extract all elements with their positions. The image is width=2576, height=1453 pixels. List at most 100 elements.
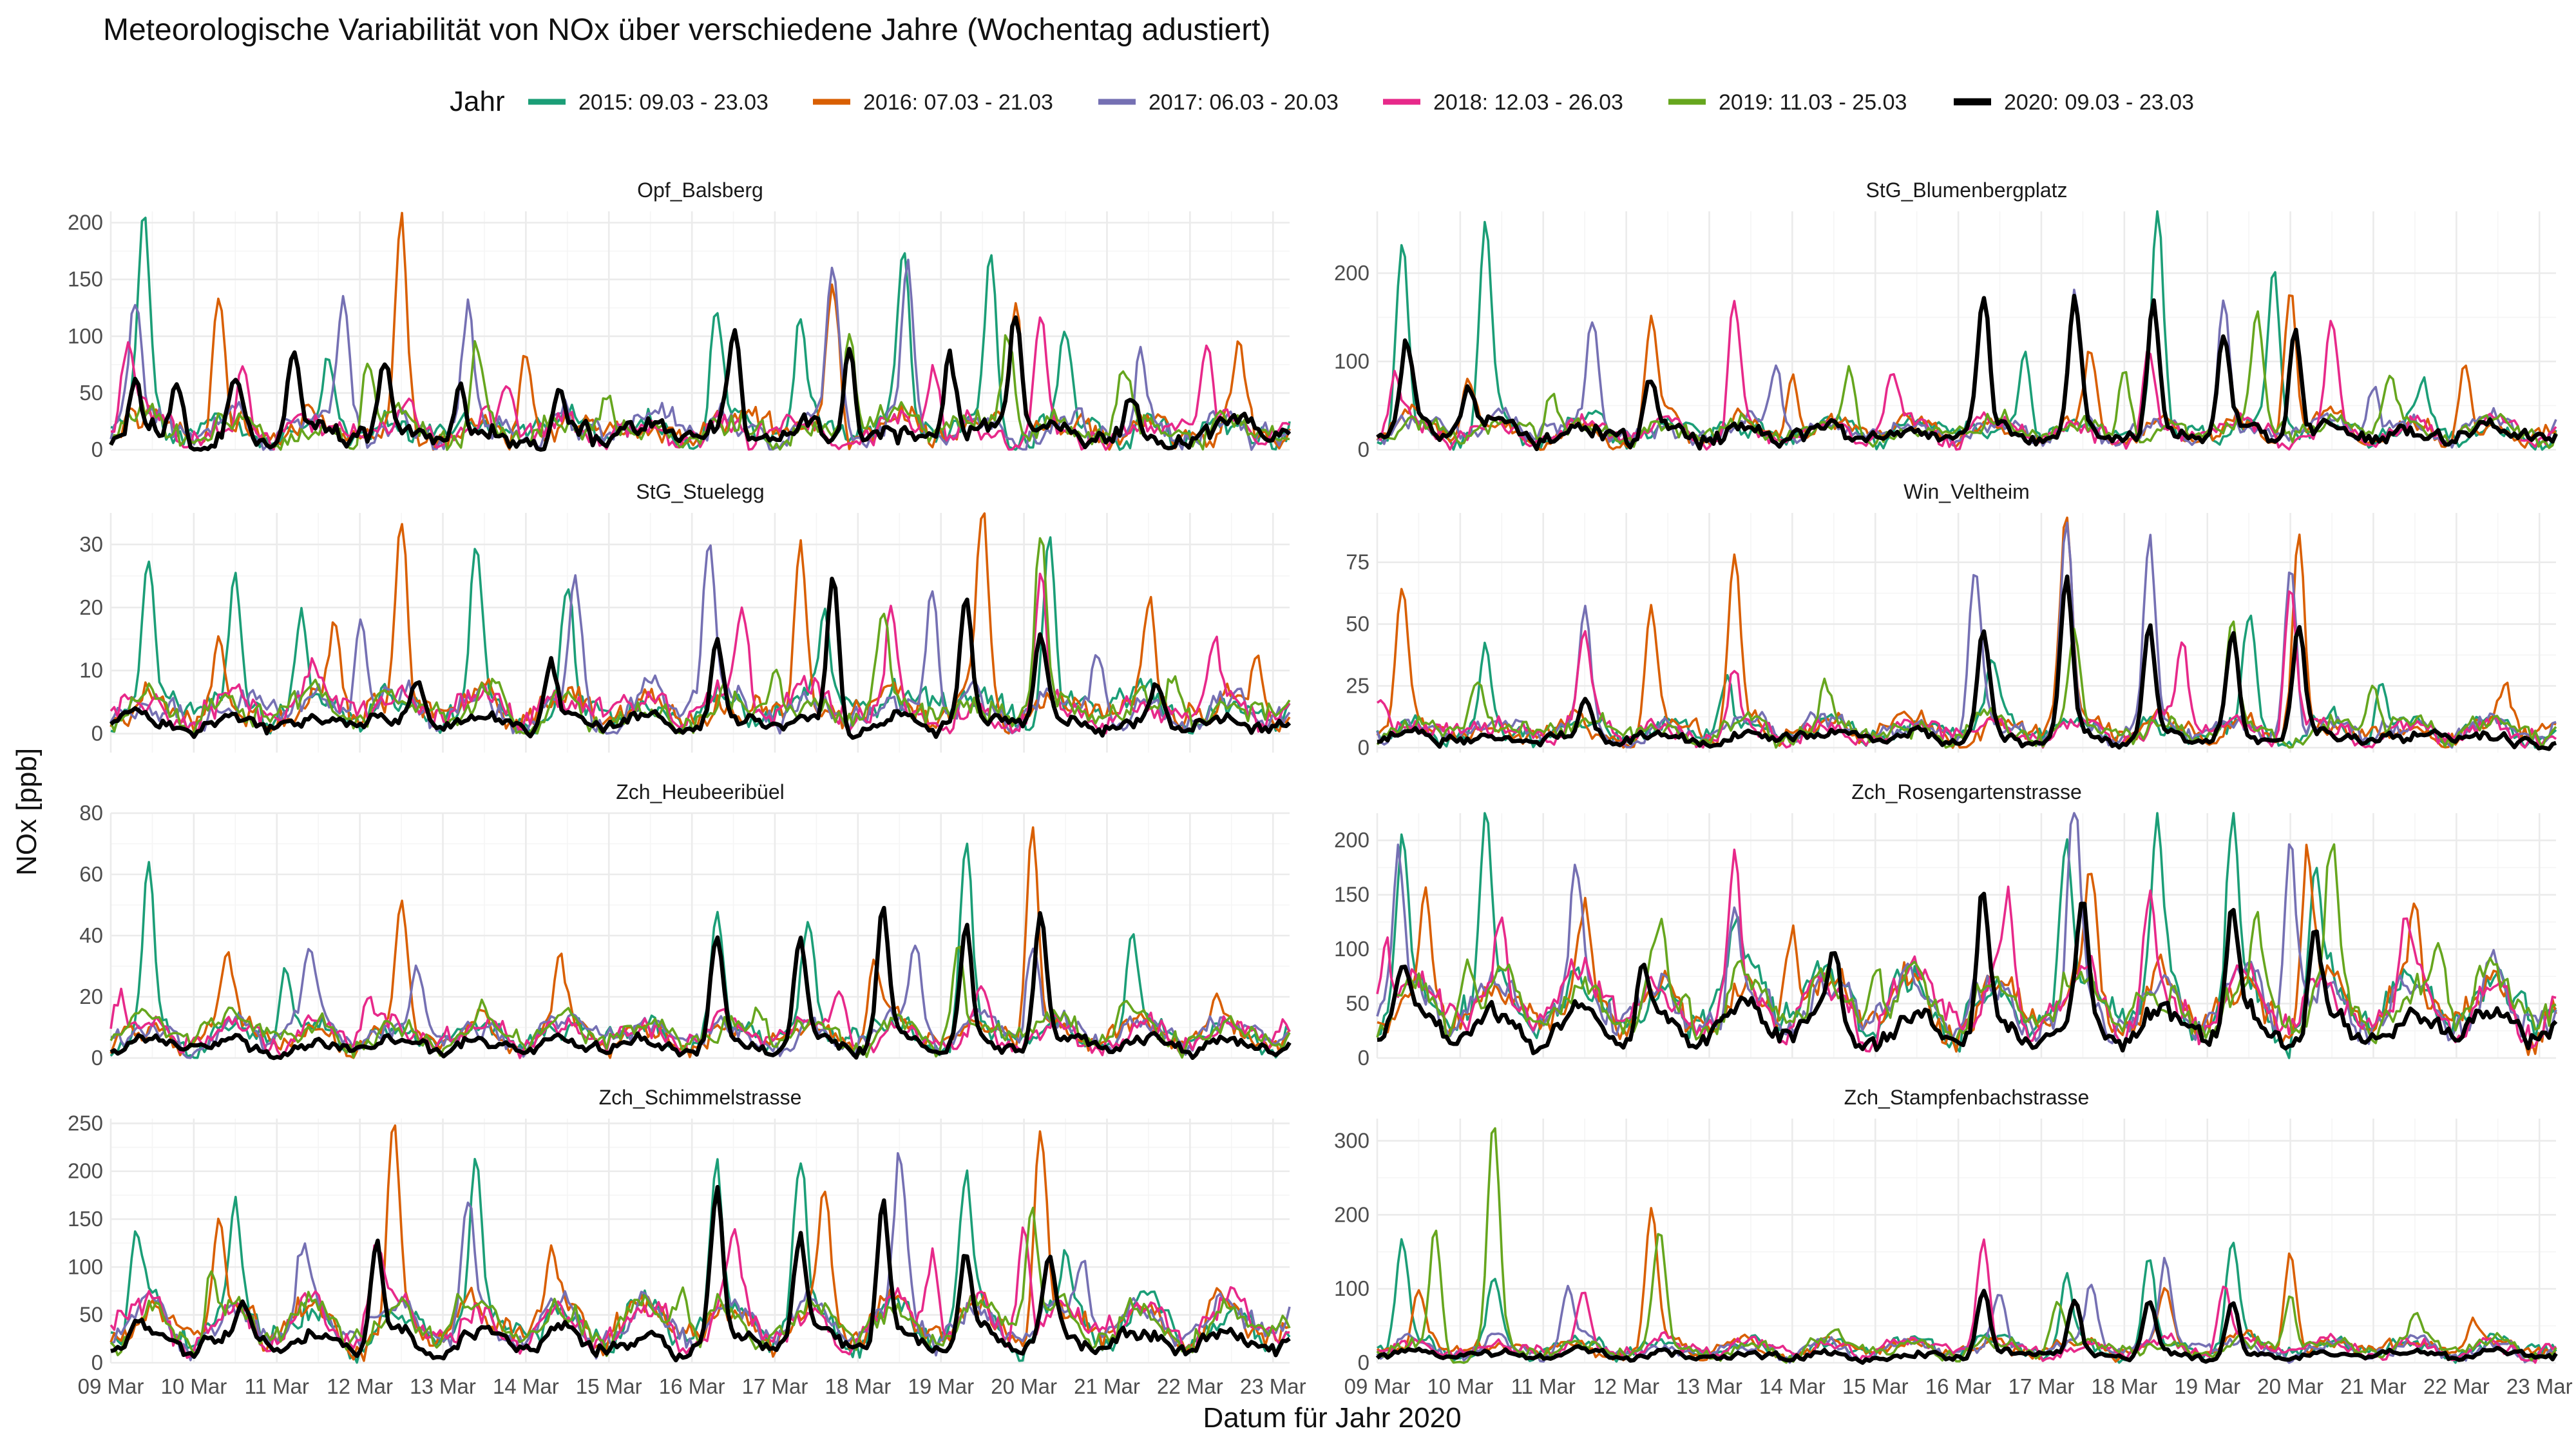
series-line-sch-2015 — [110, 1158, 1291, 1364]
y-tick-label: 0 — [91, 438, 103, 461]
y-tick-label: 150 — [1334, 883, 1369, 907]
y-tick-label: 40 — [79, 923, 103, 947]
y-tick-label: 100 — [1334, 937, 1369, 961]
x-axis-title: Datum für Jahr 2020 — [1203, 1402, 1461, 1434]
x-tick-label: 12 Mar — [327, 1374, 393, 1398]
legend-label-2019: 2019: 11.03 - 25.03 — [1719, 90, 1907, 115]
series-line-ros-2019 — [1376, 843, 2557, 1044]
series-line-heu-2020 — [110, 905, 1292, 1061]
y-tick-label: 0 — [1358, 1046, 1369, 1070]
panel-title-blu: StG_Blumenbergplatz — [1865, 178, 2067, 202]
y-tick-label: 200 — [68, 211, 103, 235]
y-tick-label: 60 — [79, 862, 103, 886]
y-tick-label: 200 — [1334, 828, 1369, 852]
panel-vel: Win_Veltheim 0 25 50 75 — [1346, 480, 2557, 759]
series-line-vel-2020 — [1377, 574, 2557, 751]
y-tick-label: 50 — [79, 1303, 103, 1327]
panel-ros: Zch_Rosengartenstrasse 0 50 100 150 200 — [1334, 780, 2558, 1070]
y-tick-label: 0 — [1358, 1351, 1369, 1374]
series-line-stu-2020 — [109, 576, 1292, 740]
series-line-ros-2020 — [1377, 891, 2558, 1055]
y-tick-label: 30 — [79, 532, 103, 556]
y-tick-label: 150 — [68, 1207, 103, 1231]
x-tick-label: 15 Mar — [576, 1374, 642, 1398]
legend-label-2017: 2017: 06.03 - 20.03 — [1149, 90, 1339, 115]
x-tick-label: 13 Mar — [410, 1374, 476, 1398]
series-line-sta-2020 — [1375, 1289, 2558, 1365]
panel-title-ros: Zch_Rosengartenstrasse — [1851, 780, 2082, 803]
y-tick-label: 25 — [1346, 673, 1369, 697]
y-tick-label: 10 — [79, 659, 103, 682]
series-line-sta-2019 — [1376, 1127, 2557, 1364]
series-line-sch-2020 — [110, 1184, 1291, 1363]
series-line-stu-2019 — [110, 537, 1291, 735]
y-tick-label: 50 — [1346, 612, 1369, 636]
series-line-blu-2019 — [1377, 310, 2557, 449]
x-tick-label: 16 Mar — [1925, 1374, 1992, 1398]
y-tick-label: 100 — [1334, 1276, 1369, 1300]
panel-title-heu: Zch_Heubeeribüel — [616, 780, 785, 803]
y-tick-label: 0 — [91, 1351, 103, 1374]
y-tick-label: 100 — [68, 1255, 103, 1278]
panel-sta: Zch_Stampfenbachstrasse 0 100 200 300 09 Mar 1… — [1334, 1086, 2573, 1398]
series-line-stu-2018 — [110, 572, 1291, 735]
y-tick-label: 0 — [91, 722, 103, 746]
y-tick-label: 200 — [1334, 261, 1369, 285]
y-tick-label: 80 — [79, 801, 103, 825]
legend-label-2018: 2018: 12.03 - 26.03 — [1433, 90, 1623, 115]
x-tick-label: 11 Mar — [1511, 1374, 1576, 1398]
panel-title-vel: Win_Veltheim — [1903, 480, 2030, 503]
panel-blu: StG_Blumenbergplatz 0 100 200 — [1334, 178, 2558, 461]
x-tick-label: 20 Mar — [991, 1374, 1057, 1398]
legend-label-2015: 2015: 09.03 - 23.03 — [578, 90, 768, 115]
x-tick-label: 11 Mar — [245, 1374, 309, 1398]
y-tick-label: 20 — [79, 595, 103, 619]
x-tick-label: 22 Mar — [1157, 1374, 1223, 1398]
legend-label-2016: 2016: 07.03 - 21.03 — [863, 90, 1053, 115]
series-line-ros-2018 — [1376, 848, 2557, 1053]
series-line-stu-2015 — [110, 536, 1291, 735]
panel-sch: Zch_Schimmelstrasse 0 50 100 150 200 250 09 Mar… — [68, 1086, 1306, 1398]
y-tick-label: 0 — [1358, 438, 1369, 461]
series-line-stu-2017 — [110, 544, 1291, 735]
x-tick-label: 09 Mar — [1344, 1374, 1411, 1398]
series-line-blu-2020 — [1376, 293, 2558, 452]
x-tick-label: 23 Mar — [2506, 1374, 2573, 1398]
y-tick-label: 100 — [1334, 349, 1369, 373]
legend-label-2020: 2020: 09.03 - 23.03 — [2004, 90, 2194, 115]
x-tick-label: 15 Mar — [1842, 1374, 1909, 1398]
x-tick-label: 19 Mar — [2174, 1374, 2240, 1398]
y-tick-label: 100 — [68, 324, 103, 348]
x-tick-label: 20 Mar — [2257, 1374, 2323, 1398]
x-tick-label: 17 Mar — [742, 1374, 808, 1398]
y-tick-label: 200 — [68, 1159, 103, 1183]
y-tick-label: 250 — [68, 1111, 103, 1135]
panel-title-opf: Opf_Balsberg — [637, 178, 763, 202]
x-tick-label: 10 Mar — [1427, 1374, 1494, 1398]
y-tick-label: 0 — [1358, 735, 1369, 759]
x-tick-label: 22 Mar — [2423, 1374, 2490, 1398]
x-tick-label: 21 Mar — [2340, 1374, 2407, 1398]
panel-heu: Zch_Heubeeribüel 0 20 40 60 80 — [79, 780, 1292, 1070]
x-tick-label: 14 Mar — [493, 1374, 559, 1398]
x-tick-label: 12 Mar — [1593, 1374, 1659, 1398]
panel-opf: Opf_Balsberg 0 50 100 150 200 — [68, 178, 1292, 461]
legend: Jahr 2015: 09.03 - 23.03 2016: 07.03 - 21… — [450, 86, 2194, 117]
y-tick-label: 75 — [1346, 550, 1369, 574]
x-tick-label: 16 Mar — [659, 1374, 725, 1398]
x-tick-label: 19 Mar — [908, 1374, 974, 1398]
x-tick-label: 23 Mar — [1240, 1374, 1306, 1398]
y-tick-label: 150 — [68, 267, 103, 291]
y-tick-label: 0 — [91, 1046, 103, 1070]
x-tick-label: 18 Mar — [825, 1374, 891, 1398]
x-tick-label: 14 Mar — [1759, 1374, 1826, 1398]
legend-items: 2015: 09.03 - 23.03 2016: 07.03 - 21.03 20… — [528, 90, 2194, 115]
y-tick-label: 50 — [79, 381, 103, 405]
chart-title: Meteorologische Variabilität von NOx übe… — [103, 13, 1271, 47]
series-line-sch-2019 — [110, 1206, 1291, 1358]
legend-title: Jahr — [450, 86, 505, 117]
x-tick-label: 09 Mar — [78, 1374, 144, 1398]
x-tick-label: 13 Mar — [1676, 1374, 1742, 1398]
